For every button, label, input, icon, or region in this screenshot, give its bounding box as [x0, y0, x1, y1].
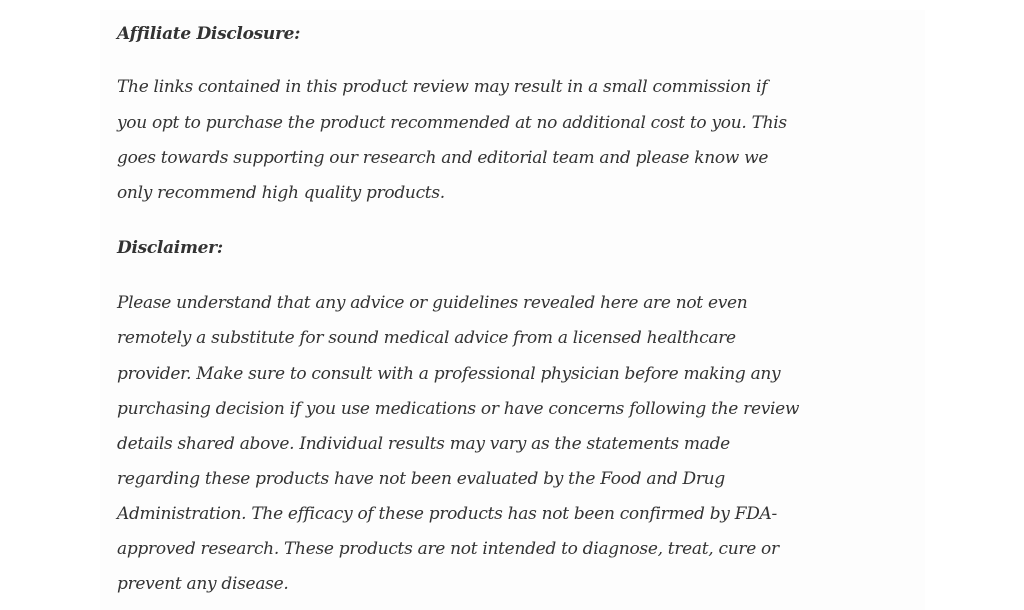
- text-line: The links contained in this product revi…: [117, 77, 768, 97]
- disclaimer-heading: Disclaimer:: [117, 238, 223, 258]
- text-line: purchasing decision if you use medicatio…: [117, 399, 800, 419]
- text-line: prevent any disease.: [117, 574, 289, 594]
- text-line: provider. Make sure to consult with a pr…: [117, 364, 781, 384]
- text-line: approved research. These products are no…: [117, 539, 779, 559]
- affiliate-heading: Affiliate Disclosure:: [117, 24, 301, 44]
- text-line: remotely a substitute for sound medical …: [117, 328, 736, 348]
- text-line: Please understand that any advice or gui…: [117, 293, 748, 313]
- text-line: Administration. The efficacy of these pr…: [117, 504, 777, 524]
- text-line: details shared above. Individual results…: [117, 434, 730, 454]
- text-line: regarding these products have not been e…: [117, 469, 725, 489]
- text-line: goes towards supporting our research and…: [117, 148, 769, 168]
- disclosure-box: [100, 10, 925, 610]
- text-line: you opt to purchase the product recommen…: [117, 113, 787, 133]
- text-line: only recommend high quality products.: [117, 183, 445, 203]
